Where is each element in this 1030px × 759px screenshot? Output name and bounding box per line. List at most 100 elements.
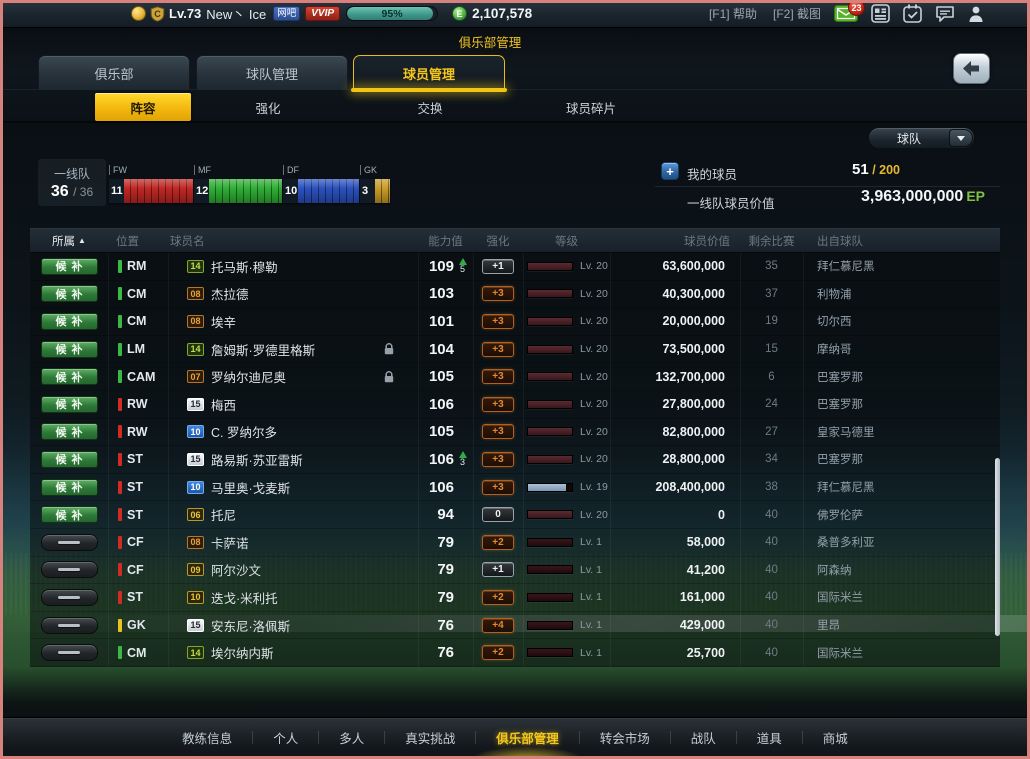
table-row[interactable]: CM 14 埃尔纳内斯 76 +2 Lv. 1 25,700 40 国际米兰 (30, 639, 1000, 667)
apps-button[interactable] (871, 4, 890, 23)
first-team-count-value: 36 (50, 182, 69, 200)
column-header-9[interactable]: 出自球队 (803, 233, 1000, 249)
cell-name: 08 埃辛 (168, 312, 418, 331)
scrollbar-thumb[interactable] (995, 458, 1000, 636)
my-players-count: 51 / 200 (852, 161, 900, 179)
tab-team-management[interactable]: 球队管理 (196, 55, 348, 90)
table-row[interactable]: 候补 CM 08 杰拉德 103 +3 Lv. 20 40,300,000 37 利物浦 (30, 281, 1000, 309)
cell-level: Lv. 1 (523, 536, 610, 548)
team-filter-dropdown[interactable]: 球队 (868, 127, 975, 149)
table-row[interactable]: 候补 CAM 07 罗纳尔迪尼奥 105 +3 Lv. 20 132,700,000 6 巴塞罗那 (30, 363, 1000, 391)
cell-remaining-matches: 40 (765, 563, 778, 576)
chat-button[interactable] (935, 5, 955, 23)
subtab-player-fragments[interactable]: 球员碎片 (535, 93, 647, 121)
table-row[interactable]: ST 10 迭戈·米利托 79 +2 Lv. 1 161,000 40 国际米兰 (30, 584, 1000, 612)
subtab-lineup[interactable]: 阵容 (95, 93, 191, 121)
table-row[interactable]: 候补 ST 15 路易斯·苏亚雷斯 106 3 +3 Lv. 20 28,800,000 34 巴塞… (30, 446, 1000, 474)
cell-name: 10 马里奥·戈麦斯 (168, 478, 418, 497)
team-filter-label: 球队 (896, 131, 921, 146)
column-divider (610, 253, 611, 667)
lock-icon (384, 343, 394, 355)
add-player-button[interactable]: + (661, 162, 679, 180)
first-team-label: 一线队 (53, 166, 90, 181)
column-header-4[interactable]: 能力值 (418, 233, 473, 249)
cell-remaining-matches: 40 (765, 619, 778, 632)
column-header-5[interactable]: 强化 (473, 233, 523, 249)
cell-remaining-matches: 38 (765, 481, 778, 494)
nav-club-management[interactable]: 俱乐部管理 (476, 718, 579, 756)
tab-club[interactable]: 俱乐部 (38, 55, 190, 90)
nav-separator (735, 730, 737, 744)
table-row[interactable]: 候补 ST 06 托尼 94 0 Lv. 20 0 40 佛罗伦萨 (30, 501, 1000, 529)
team-value-amount: 3,963,000,000 (860, 188, 964, 205)
table-row[interactable]: 候补 RW 15 梅西 106 +3 Lv. 20 27,800,000 24 巴塞罗那 (30, 391, 1000, 419)
cell-origin-club: 巴塞罗那 (817, 371, 863, 384)
nav-squad[interactable]: 战队 (671, 718, 736, 756)
player-name: 梅西 (211, 398, 237, 413)
cell-enhance: +3 (473, 313, 523, 329)
substitute-badge: 候补 (40, 395, 98, 413)
cell-remaining-matches: 15 (765, 343, 778, 356)
subtab-exchange[interactable]: 交换 (382, 93, 478, 121)
table-row[interactable]: CF 09 阿尔沙文 79 +1 Lv. 1 41,200 40 阿森纳 (30, 557, 1000, 585)
column-header-7[interactable]: 球员价值 (610, 233, 740, 249)
table-row[interactable]: 候补 RM 14 托马斯·穆勒 109 5 +1 Lv. 20 63,600,000 35 拜仁慕尼… (30, 253, 1000, 281)
cell-status: 候补 (30, 506, 108, 524)
nav-multiplayer[interactable]: 多人 (319, 718, 384, 756)
table-row[interactable]: 候补 RW 10 C. 罗纳尔多 105 +3 Lv. 20 82,800,000 27 皇家马德… (30, 419, 1000, 447)
position-label: CM (127, 645, 147, 660)
player-name: 埃辛 (211, 315, 237, 330)
screenshot-shortcut[interactable]: [F2] 截图 (772, 7, 821, 21)
cell-status: 候补 (30, 395, 108, 413)
table-row[interactable]: 候补 CM 08 埃辛 101 +3 Lv. 20 20,000,000 19 切尔西 (30, 308, 1000, 336)
nav-items[interactable]: 道具 (737, 718, 802, 756)
ability-value: 76 (437, 616, 454, 634)
season-badge: 07 (187, 370, 204, 384)
person-icon (969, 6, 983, 22)
tab-player-management[interactable]: 球员管理 (351, 55, 507, 92)
back-arrow-icon (963, 61, 979, 76)
formation-label: MF (194, 165, 211, 175)
nav-real-challenge[interactable]: 真实挑战 (385, 718, 475, 756)
column-header-2[interactable]: 位置 (108, 233, 168, 249)
cell-value: 28,800,000 (662, 452, 725, 467)
substitute-badge: 候补 (40, 340, 98, 358)
cell-level: Lv. 20 (523, 343, 610, 355)
empty-status-badge (40, 588, 98, 606)
nav-transfer-market[interactable]: 转会市场 (580, 718, 670, 756)
ability-value: 103 (428, 285, 454, 303)
column-header-3[interactable]: 球员名 (168, 233, 418, 249)
column-header-6[interactable]: 等级 (523, 233, 610, 249)
subtab-enhance[interactable]: 强化 (220, 93, 316, 121)
nav-separator (801, 730, 803, 744)
cell-level: Lv. 20 (523, 509, 610, 521)
position-label: CF (127, 535, 144, 550)
calendar-button[interactable] (903, 4, 922, 23)
enhance-badge: +3 (482, 396, 514, 412)
nav-mall[interactable]: 商城 (803, 718, 868, 756)
cell-origin-club: 巴塞罗那 (817, 399, 863, 412)
level-bar (527, 261, 573, 271)
mail-button[interactable]: 23 (834, 0, 865, 22)
table-row[interactable]: 候补 ST 10 马里奥·戈麦斯 106 +3 Lv. 19 208,400,000 38 拜仁慕… (30, 474, 1000, 502)
table-row[interactable]: CF 08 卡萨诺 79 +2 Lv. 1 58,000 40 桑普多利亚 (30, 529, 1000, 557)
level-bar (527, 592, 573, 602)
profile-button[interactable] (968, 5, 984, 23)
dropdown-arrow-button[interactable] (949, 129, 973, 147)
header-label: 所属 (52, 235, 76, 248)
table-row[interactable]: 候补 LM 14 詹姆斯·罗德里格斯 104 +3 Lv. 20 73,500,000 15 摩纳… (30, 336, 1000, 364)
column-header-1[interactable]: 所属 ▲ (30, 233, 108, 249)
help-shortcut[interactable]: [F1] 帮助 (708, 7, 757, 21)
header-label: 能力值 (428, 235, 463, 248)
table-row[interactable]: GK 15 安东尼·洛佩斯 76 +4 Lv. 1 429,000 40 里昂 (30, 612, 1000, 640)
back-button[interactable] (953, 53, 990, 84)
position-label: CM (127, 314, 147, 329)
ep-coin-letter: E (456, 8, 463, 19)
cell-position: GK (108, 618, 168, 632)
nav-personal[interactable]: 个人 (253, 718, 318, 756)
column-header-8[interactable]: 剩余比赛 (740, 233, 803, 249)
topbar-right: [F1] 帮助 [F2] 截图 23 (693, 0, 984, 23)
cell-ability: 76 (418, 644, 473, 661)
nav-coach-info[interactable]: 教练信息 (162, 718, 252, 756)
